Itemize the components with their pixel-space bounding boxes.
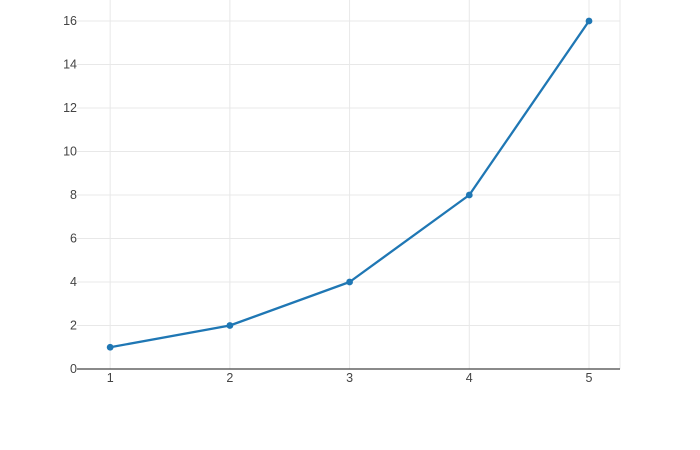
x-tick-label: 3 <box>346 371 353 385</box>
data-point[interactable] <box>585 17 593 25</box>
y-tick-label: 6 <box>70 232 77 246</box>
y-tick-label: 8 <box>70 188 77 202</box>
y-tick-label: 2 <box>70 319 77 333</box>
data-point[interactable] <box>346 278 353 286</box>
x-tick-label: 5 <box>586 371 593 385</box>
y-tick-label: 4 <box>70 275 77 289</box>
y-tick-label: 16 <box>63 14 77 28</box>
data-point[interactable] <box>465 191 473 199</box>
data-point[interactable] <box>106 343 114 351</box>
y-tick-label: 0 <box>70 362 77 376</box>
y-tick-label: 10 <box>63 145 77 159</box>
x-tick-label: 4 <box>466 371 473 385</box>
data-point[interactable] <box>226 322 234 329</box>
x-tick-label: 2 <box>226 371 233 385</box>
y-tick-label: 14 <box>63 58 77 72</box>
x-tick-label: 1 <box>107 371 114 385</box>
y-tick-label: 12 <box>63 101 77 115</box>
